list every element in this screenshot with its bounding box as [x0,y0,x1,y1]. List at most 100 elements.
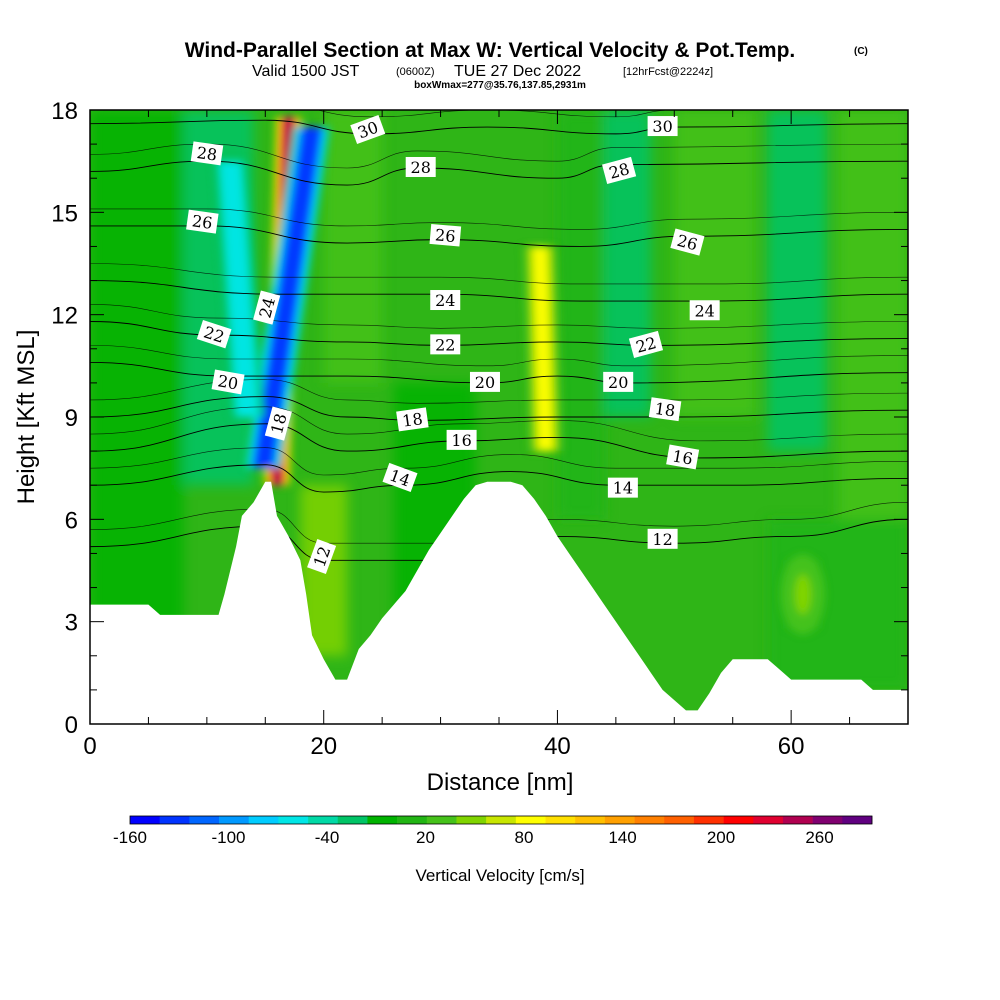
colorbar-swatch [219,816,250,824]
theta-contour-minor [90,345,908,367]
colorbar-swatch [456,816,487,824]
x-axis-title: Distance [nm] [427,769,574,796]
contour-label: 28 [405,156,436,177]
contour-label-text: 28 [196,143,219,165]
downdraft_core-plume [252,127,323,469]
contour-label-text: 12 [652,530,672,549]
contour-label-bg [429,223,462,247]
colorbar: -160 -100 -40 20 80 140 200 260 [113,815,873,847]
colorbar-tick-label: -40 [315,828,340,847]
contour-label-text: 24 [255,295,279,320]
contour-label-text: 24 [435,291,455,310]
contour-label: 28 [602,156,637,184]
theta-contour-minor [90,379,908,404]
contour-label-bg [469,371,500,392]
colorbar-swatch [515,816,546,824]
colorbar-swatch [308,816,339,824]
contour-label: 18 [264,406,292,441]
contour-label-text: 26 [675,231,700,255]
field-band [557,110,605,520]
updraft-blob-core [794,574,811,615]
contour-label: 16 [446,429,477,450]
contour-label-bg [264,406,292,441]
contour-label: 12 [647,528,678,549]
y-tick-label: 9 [65,405,78,432]
colorbar-swatch [159,816,190,824]
contour-label: 12 [307,538,337,575]
contour-label: 24 [430,290,461,311]
contour-label-text: 26 [191,211,214,233]
contour-label-bg [607,477,638,498]
theta-contour-minor [90,263,908,285]
colorbar-swatch [664,816,695,824]
contour-label-text: 14 [613,479,633,498]
contour-label: 16 [666,444,700,470]
contour-label: 30 [647,116,678,137]
colorbar-swatch [486,816,517,824]
contour-label-text: 28 [607,159,632,183]
contour-label: 20 [469,371,500,392]
colorbar-swatch [189,816,220,824]
theta-contour-18 [90,396,908,421]
colorbar-tick-label: 80 [515,828,534,847]
contour-label-bg [430,290,461,311]
contour-labels: 2826222024183028262422201816141230282624… [186,114,720,575]
contour-label-bg [405,156,436,177]
contour-label-text: 18 [654,399,677,421]
velocity-features [213,116,825,635]
contour-label: 20 [603,371,634,392]
contour-label-bg [602,156,637,184]
terrain [90,481,908,724]
contour-label: 22 [430,334,461,355]
contour-label: 18 [396,407,429,432]
y-tick-label: 12 [51,303,78,330]
theta-contour-24 [90,280,908,302]
colorbar-swatch [248,816,279,824]
forecast-info: [12hrFcst@2224z] [623,66,713,78]
colorbar-swatch [367,816,398,824]
field-band [604,110,651,417]
colorbar-tick-label: 140 [608,828,636,847]
contour-label-text: 20 [216,371,239,393]
y-axis-title: Height [Kft MSL] [13,330,40,505]
contour-label-bg [190,141,224,166]
colorbar-swatch [278,816,309,824]
contour-label: 20 [211,369,245,395]
valid-date: TUE 27 Dec 2022 [454,63,581,80]
y-tick-label: 0 [65,712,78,739]
theta-contour-14 [90,464,908,493]
contour-label-text: 22 [634,333,659,357]
colorbar-frame [129,815,873,825]
field-band [674,110,757,417]
contour-label: 24 [689,300,720,321]
contour-label: 26 [670,228,705,256]
theta-contour-minor [90,447,908,476]
colorbar-swatch [545,816,576,824]
y-tick-label: 18 [51,98,78,125]
colorbar-swatch [634,816,665,824]
colorbar-tick-label: 200 [707,828,735,847]
colorbar-swatch [782,816,813,824]
colorbar-tick-label: -160 [113,828,147,847]
theta-contour-minor [90,208,908,230]
axes: 0 20 40 60 0 3 6 9 12 15 18 [51,98,909,760]
colorbar-swatch [693,816,724,824]
colorbar-swatch [397,816,428,824]
contour-label-bg [430,334,461,355]
contour-label-bg [396,407,429,432]
x-tick-label: 0 [83,733,96,760]
contour-label-bg [253,290,281,325]
x-tick-label: 20 [310,733,337,760]
contour-label-text: 16 [671,446,694,468]
contour-label-bg [666,444,700,470]
contour-label-text: 28 [411,158,431,177]
colorbar-swatch [723,816,754,824]
contour-label-bg [603,371,634,392]
downdraft-plume [220,161,258,417]
contour-label-bg [186,209,219,234]
colorbar-swatch [604,816,635,824]
contour-label-bg [307,538,337,575]
contour-label: 24 [253,290,281,325]
theta-contour-30 [90,119,908,135]
